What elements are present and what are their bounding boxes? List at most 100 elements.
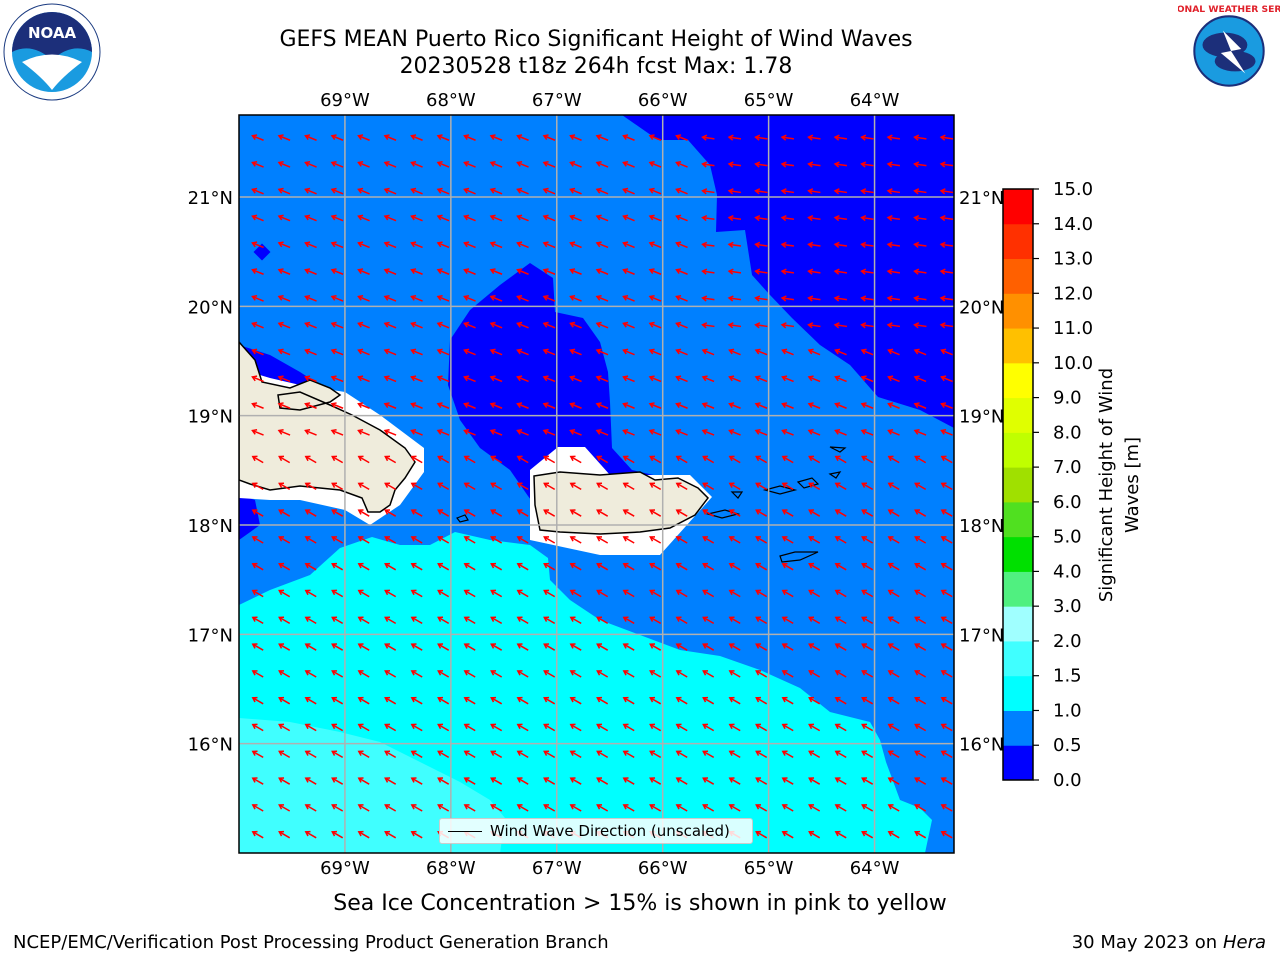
wave-direction-arrow <box>516 750 529 759</box>
wave-direction-arrow <box>436 321 450 329</box>
wave-direction-arrow <box>516 562 529 571</box>
wave-direction-arrow <box>940 670 953 678</box>
wave-direction-arrow <box>277 214 291 222</box>
nws-logo-icon: NATIONAL WEATHER SERVICE <box>1178 2 1280 100</box>
wave-direction-arrow <box>331 455 344 464</box>
wave-direction-arrow <box>728 616 741 625</box>
wave-direction-arrow <box>251 294 264 302</box>
wave-direction-arrow <box>304 375 317 383</box>
wave-direction-arrow <box>622 562 635 571</box>
wave-direction-arrow <box>913 241 927 248</box>
wave-direction-arrow <box>384 804 397 812</box>
wave-direction-arrow <box>569 804 582 812</box>
wave-direction-arrow <box>861 589 874 598</box>
wave-direction-arrow <box>808 777 821 785</box>
wave-direction-arrow <box>383 348 397 356</box>
wave-direction-arrow <box>595 160 609 168</box>
wave-direction-arrow <box>357 482 370 491</box>
wave-direction-arrow <box>622 241 635 249</box>
wave-direction-arrow <box>675 723 688 732</box>
wave-direction-arrow <box>861 670 874 678</box>
wave-direction-arrow <box>251 589 264 598</box>
wave-direction-arrow <box>304 589 317 598</box>
wave-direction-arrow <box>807 295 821 302</box>
wave-direction-arrow <box>304 830 317 839</box>
wave-direction-arrow <box>807 241 821 248</box>
wave-direction-arrow <box>914 723 927 732</box>
wave-direction-arrow <box>861 455 874 464</box>
wave-direction-arrow <box>940 723 953 732</box>
wave-direction-arrow <box>251 321 264 329</box>
wave-direction-arrow <box>808 562 821 571</box>
wave-direction-arrow <box>357 214 370 222</box>
wave-direction-arrow <box>940 777 953 785</box>
wave-direction-arrow <box>569 428 582 436</box>
wave-direction-arrow <box>808 589 821 598</box>
wave-direction-arrow <box>331 750 344 759</box>
wave-direction-arrow <box>569 670 582 678</box>
wave-direction-arrow <box>675 348 688 356</box>
wave-direction-arrow <box>887 509 900 517</box>
wave-direction-arrow <box>913 375 927 383</box>
wave-direction-arrow <box>437 670 450 678</box>
wave-direction-arrow <box>701 134 715 141</box>
wave-direction-arrow <box>648 348 662 356</box>
lon-tick-label-bottom: 67°W <box>532 858 582 879</box>
wave-direction-arrow <box>489 214 503 222</box>
wave-direction-arrow <box>914 562 927 571</box>
wave-direction-arrow <box>780 268 795 275</box>
colorbar-tick-label: 10.0 <box>1053 353 1093 374</box>
wave-direction-arrow <box>489 402 503 409</box>
wave-direction-arrow <box>437 723 450 732</box>
wave-direction-arrow <box>490 482 503 491</box>
wave-direction-arrow <box>940 696 953 705</box>
wave-direction-arrow <box>277 241 291 249</box>
colorbar-swatch <box>1003 640 1033 677</box>
wave-direction-arrow <box>701 428 715 436</box>
wave-direction-arrow <box>728 804 741 812</box>
wave-direction-arrow <box>489 294 503 302</box>
wave-direction-arrow <box>781 428 794 436</box>
wave-direction-arrow <box>543 482 556 491</box>
footer-branch: NCEP/EMC/Verification Post Processing Pr… <box>13 932 609 953</box>
wave-direction-arrow <box>463 777 476 785</box>
wave-direction-arrow <box>489 268 503 275</box>
wave-direction-arrow <box>331 482 344 491</box>
wave-direction-arrow <box>675 428 688 436</box>
colorbar-swatch <box>1003 258 1033 294</box>
wave-direction-arrow <box>383 134 397 141</box>
wave-direction-arrow <box>330 160 344 168</box>
lat-tick-label-right: 19°N <box>959 407 1004 428</box>
wave-direction-arrow <box>357 428 370 436</box>
wave-direction-arrow <box>304 214 317 222</box>
wave-direction-arrow <box>755 509 768 517</box>
wave-direction-arrow <box>649 750 662 759</box>
wave-direction-arrow <box>887 455 900 464</box>
wave-direction-arrow <box>914 455 927 464</box>
wave-direction-arrow <box>357 562 370 571</box>
wave-direction-arrow <box>648 321 662 329</box>
map-area <box>239 115 954 853</box>
lat-tick-label-right: 20°N <box>959 297 1004 318</box>
wave-direction-arrow <box>384 643 397 651</box>
land-culebra <box>730 491 744 499</box>
wave-direction-arrow <box>516 509 529 517</box>
colorbar-swatch <box>1003 467 1033 503</box>
wave-direction-arrow <box>357 696 370 705</box>
wave-direction-arrow <box>860 214 874 222</box>
wave-field-0p0-0p5-central <box>448 263 710 540</box>
wave-direction-arrow <box>383 294 397 302</box>
lat-tick-label-right: 21°N <box>959 188 1004 209</box>
wave-direction-arrow <box>410 509 423 517</box>
wave-direction-arrow <box>808 670 821 678</box>
wave-direction-arrow <box>331 643 344 651</box>
wave-direction-arrow <box>595 402 609 409</box>
legend-line-icon <box>448 831 482 832</box>
wave-direction-arrow <box>675 562 688 571</box>
wave-direction-arrow <box>755 643 768 651</box>
wave-direction-arrow <box>702 455 715 464</box>
wave-direction-arrow <box>808 482 821 491</box>
wave-direction-arrow <box>781 723 794 732</box>
wave-direction-arrow <box>914 589 927 598</box>
wave-direction-arrow <box>463 562 476 571</box>
